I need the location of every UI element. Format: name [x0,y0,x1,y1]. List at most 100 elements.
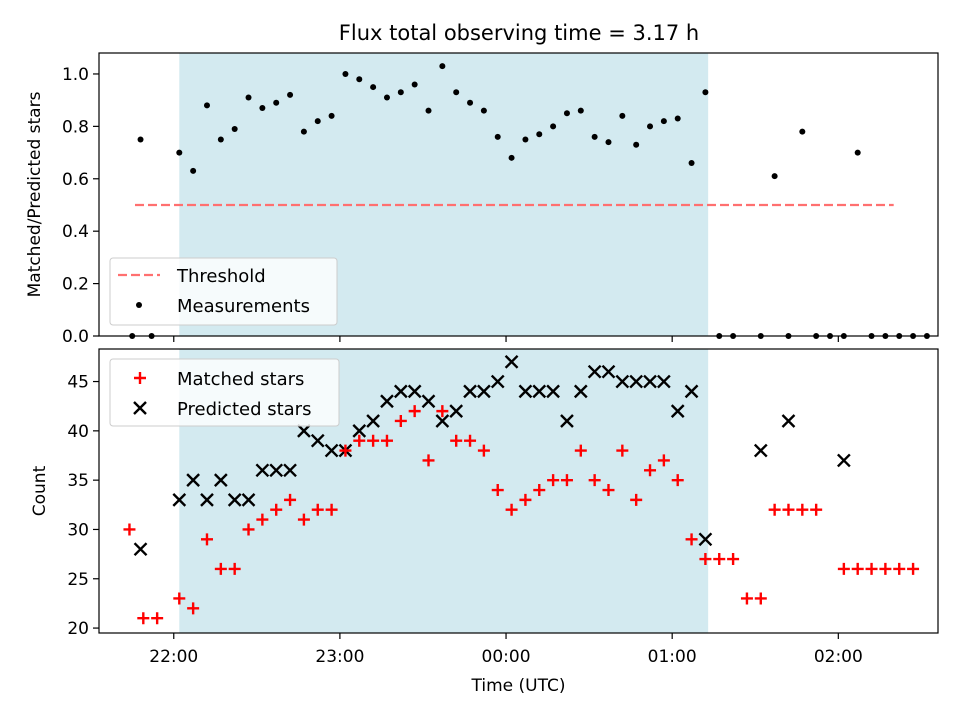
matched-star-point [270,503,283,516]
matched-star-point [256,513,269,526]
matched-star-point [574,444,587,457]
measurement-point [137,136,144,143]
predicted-star-point [380,394,394,409]
chart-title: Flux total observing time = 3.17 h [339,21,699,45]
matched-star-point [560,474,573,487]
matched-star-point [394,414,407,427]
matched-star-point [123,523,136,536]
measurement-point [674,115,681,122]
measurement-point [536,131,543,138]
y-tick-label: 40 [67,422,89,442]
top-y-ticks: 0.0 0.2 0.4 0.6 0.8 1.0 [62,65,99,347]
bottom-y-axis-label: Count [30,465,50,516]
matched-star-point [137,612,150,625]
matched-star-point [187,602,200,615]
y-tick-label: 45 [67,373,89,393]
predicted-legend-swatch [133,401,147,415]
predicted-star-point [560,414,574,428]
measurement-point [231,125,238,132]
threshold-legend-label: Threshold [176,266,266,287]
predicted-star-point [670,404,685,418]
predicted-star-point [753,443,768,458]
predicted-star-point [213,473,228,488]
measurement-point [217,136,224,143]
predicted-star-point [684,384,699,399]
matched-legend-swatch [134,372,146,384]
bottom-panel: 20 25 30 35 40 45 22:00 23:00 00:00 01:00 02:00 C… [30,348,939,696]
matched-star-point [173,592,186,605]
y-tick-label: 0.0 [62,327,89,347]
predicted-star-point [463,384,477,399]
y-tick-label: 0.6 [62,170,89,190]
predicted-star-point [407,384,422,399]
measurement-point [771,173,778,180]
predicted-star-point [573,384,588,399]
predicted-star-point [546,384,560,399]
predicted-star-point [657,374,671,389]
matched-star-point [644,464,657,477]
measurement-point [563,110,570,117]
measurement-point [633,141,640,148]
measurement-points [129,63,930,339]
measurement-point [245,94,252,101]
matched-star-point [879,562,892,575]
measurement-point [190,167,197,174]
matched-star-point [740,592,753,605]
x-axis-label: Time (UTC) [471,676,566,696]
measurement-point [453,89,460,96]
predicted-star-point [255,463,270,478]
matched-star-point [311,503,324,516]
measurement-point [480,107,487,114]
matched-star-point [602,484,615,497]
matched-star-point [796,503,809,516]
predicted-stars-points [133,354,851,557]
bottom-axes-frame [98,348,939,634]
y-tick-label: 0.2 [62,275,89,295]
matched-star-point [533,484,546,497]
y-tick-label: 35 [67,471,89,491]
bottom-x-ticks: 22:00 23:00 00:00 01:00 02:00 [149,633,863,667]
measurement-point [314,118,321,125]
predicted-star-point [241,493,256,507]
predicted-star-point [532,384,547,399]
matched-star-point [214,562,227,575]
measurements-legend-swatch [136,302,142,308]
predicted-star-point [283,463,297,478]
predicted-star-point [310,433,325,448]
predicted-star-point [643,374,657,389]
top-legend-box [109,257,338,326]
y-tick-label: 25 [67,570,89,590]
measurement-point [425,107,432,114]
measurement-point [273,99,280,106]
measurement-point [591,133,598,140]
matched-star-point [325,503,338,516]
matched-star-point [754,592,767,605]
bottom-y-ticks: 20 25 30 35 40 45 [67,373,99,639]
x-tick-label: 23:00 [315,647,364,667]
predicted-star-point [227,493,242,507]
matched-star-point [865,562,878,575]
predicted-star-point [186,473,200,488]
matched-star-point [685,533,698,546]
measurement-point [203,102,210,109]
matched-star-point [630,493,643,506]
predicted-star-point [587,364,602,379]
measurement-point [176,149,183,156]
measurement-point [660,118,667,125]
matched-star-point [450,434,463,447]
predicted-star-point [504,354,519,369]
matched-star-point [491,484,504,497]
measurement-point [328,112,335,119]
predicted-star-point [477,384,491,399]
measurement-point [467,99,474,106]
measurement-point [356,76,363,83]
measurement-point [799,128,806,135]
matched-star-point [893,562,906,575]
matched-star-point [907,562,920,575]
top-axes-frame [98,52,939,337]
bottom-legend-box [109,358,340,427]
predicted-star-point [352,423,367,438]
predicted-star-point [490,374,505,389]
matched-star-point [477,444,490,457]
predicted-star-point [615,374,630,389]
